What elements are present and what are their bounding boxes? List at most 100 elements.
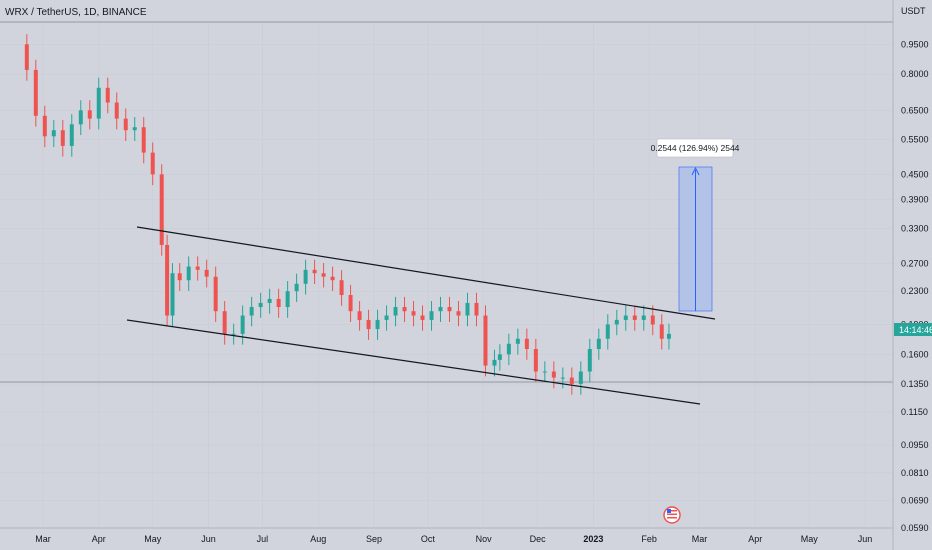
candle-body	[141, 127, 146, 153]
price-tick-label: 0.1150	[901, 407, 928, 417]
candle-body	[524, 338, 529, 350]
candle-body	[515, 338, 520, 344]
candle-body	[587, 349, 592, 372]
time-tick-label: May	[144, 534, 162, 544]
candle-body	[402, 307, 407, 312]
candle-body	[447, 307, 452, 312]
last-price-tag-bg	[894, 323, 932, 336]
candle-body	[560, 377, 565, 379]
candle-body	[222, 311, 227, 334]
price-range-label-box	[656, 138, 734, 158]
us-flag-stripe	[667, 513, 677, 515]
candle-body	[321, 273, 326, 277]
time-tick-label: 2023	[583, 534, 603, 544]
candle-body	[596, 338, 601, 350]
candle-body	[204, 269, 209, 277]
candle-body	[497, 354, 502, 360]
candle-body	[78, 110, 83, 125]
candle-body	[132, 127, 137, 131]
candle-body	[632, 315, 637, 320]
price-range-label: 0.2544 (126.94%) 2544	[651, 143, 740, 153]
candle-body	[533, 349, 538, 372]
time-tick-label: Apr	[92, 534, 106, 544]
candle-body	[303, 269, 308, 284]
price-tick-label: 0.0690	[901, 496, 929, 506]
candles[interactable]	[24, 34, 671, 395]
upper-channel-line[interactable]	[136, 226, 716, 320]
candle-body	[411, 311, 416, 316]
candle-body	[393, 307, 398, 316]
candle-body	[24, 44, 29, 70]
us-flag-stripe	[667, 517, 677, 519]
time-axis-labels: Mar Apr May Jun Jul Aug Sep Oct Nov Dec 2023 Feb Mar…	[35, 534, 872, 544]
price-tick-label: 0.0590	[901, 523, 929, 533]
candle-body	[366, 319, 371, 330]
time-tick-label: Aug	[310, 534, 326, 544]
time-tick-label: Oct	[421, 534, 436, 544]
candle-body	[614, 319, 619, 325]
price-tick-label: 0.9500	[901, 39, 929, 49]
candle-body	[542, 371, 547, 373]
candle-body	[456, 311, 461, 316]
price-tick-label: 0.0950	[901, 440, 929, 450]
candle-body	[177, 273, 182, 281]
candle-body	[312, 269, 317, 274]
candle-body	[51, 130, 56, 137]
price-tick-label: 0.0810	[901, 468, 929, 478]
candle-body	[348, 295, 353, 312]
symbol-title: WRX / TetherUS, 1D, BINANCE	[5, 7, 147, 18]
trendline-drawings[interactable]	[126, 226, 716, 405]
candle-body	[114, 102, 119, 119]
candle-body	[357, 311, 362, 320]
time-tick-label: Sep	[366, 534, 382, 544]
candle-body	[276, 298, 281, 308]
lower-channel-line[interactable]	[126, 319, 701, 405]
candle-body	[170, 273, 175, 316]
price-tick-label: 0.1350	[901, 379, 929, 389]
candle-body	[87, 110, 92, 119]
candle-body	[105, 87, 110, 103]
candle-body	[285, 291, 290, 308]
us-flag-stripe	[667, 510, 677, 512]
price-axis-unit: USDT	[901, 6, 926, 16]
us-flag-icon[interactable]	[663, 506, 681, 524]
time-tick-label: May	[801, 534, 819, 544]
candle-body	[465, 302, 470, 316]
candle-body	[506, 343, 511, 355]
candle-body	[258, 302, 263, 308]
candle-body	[659, 324, 664, 339]
candle-body	[213, 276, 218, 312]
candle-body	[578, 371, 583, 384]
price-tick-label: 0.2300	[901, 286, 929, 296]
us-flag-canton	[667, 509, 671, 513]
candle-body	[60, 130, 65, 146]
candle-body	[294, 283, 299, 292]
price-tick-label: 0.1600	[901, 349, 929, 359]
price-tick-label: 0.4500	[901, 169, 929, 179]
grid-lines	[0, 22, 893, 529]
candle-body	[240, 315, 245, 334]
candle-body	[231, 333, 236, 335]
candle-body	[195, 266, 200, 270]
candle-body	[474, 302, 479, 316]
candle-body	[69, 124, 74, 146]
candle-body	[429, 311, 434, 320]
candle-body	[339, 280, 344, 296]
time-tick-label: Apr	[748, 534, 762, 544]
price-tick-label: 0.8000	[901, 69, 929, 79]
candle-body	[641, 315, 646, 320]
last-price-tag: 14:14:46	[894, 323, 932, 336]
candle-body	[666, 333, 671, 339]
candle-body	[165, 244, 170, 316]
price-range-measure[interactable]: 0.2544 (126.94%) 2544	[651, 138, 740, 312]
candle-body	[150, 152, 155, 175]
price-tick-label: 0.5500	[901, 134, 929, 144]
candle-body	[551, 371, 556, 378]
candle-body	[375, 319, 380, 330]
time-tick-label: Jun	[858, 534, 873, 544]
time-tick-label: Feb	[641, 534, 657, 544]
candle-body	[438, 307, 443, 312]
candle-body	[650, 315, 655, 325]
